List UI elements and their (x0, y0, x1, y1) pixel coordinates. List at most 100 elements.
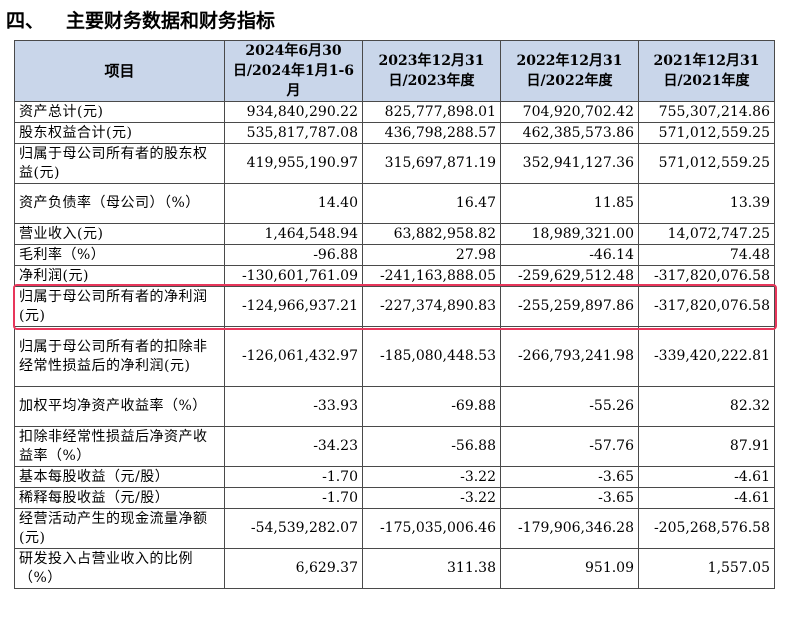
row-label: 营业收入(元) (14, 223, 225, 245)
table-row: 营业收入(元) 1,464,548.94 63,882,958.82 18,989,3… (14, 223, 775, 245)
row-value: 14,072,747.25 (638, 223, 775, 245)
table-row: 加权平均净资产收益率（%） -33.93 -69.88 -55.26 82.32 (14, 386, 775, 427)
row-label: 稀释每股收益（元/股） (14, 487, 225, 509)
row-value: 82.32 (638, 386, 775, 427)
row-value: -241,163,888.05 (362, 265, 501, 287)
row-value: 704,920,702.42 (500, 101, 639, 123)
row-value: 951.09 (500, 548, 639, 589)
row-value: -317,820,076.58 (638, 265, 775, 287)
section-title: 主要财务数据和财务指标 (66, 9, 276, 32)
table-row: 归属于母公司所有者的扣除非经常性损益后的净利润(元) -126,061,432.9… (14, 326, 775, 387)
row-value: -69.88 (362, 386, 501, 427)
row-value: -3.65 (500, 487, 639, 509)
row-value: -317,820,076.58 (638, 286, 775, 327)
row-value: 13.39 (638, 183, 775, 224)
table-header-row: 项目 2024年6月30日/2024年1月1-6月 2023年12月31日/20… (14, 40, 775, 102)
row-value: 11.85 (500, 183, 639, 224)
column-header-2022: 2022年12月31日/2022年度 (500, 40, 639, 102)
row-value: -4.61 (638, 487, 775, 509)
row-label: 加权平均净资产收益率（%） (14, 386, 225, 427)
row-value: 63,882,958.82 (362, 223, 501, 245)
row-value: -1.70 (224, 487, 363, 509)
row-label: 归属于母公司所有者的股东权益(元) (14, 143, 225, 184)
column-header-item: 项目 (14, 40, 225, 102)
row-value: -130,601,761.09 (224, 265, 363, 287)
row-value: 74.48 (638, 244, 775, 266)
row-value: -266,793,241.98 (500, 326, 639, 387)
row-value: -227,374,890.83 (362, 286, 501, 327)
row-value: -255,259,897.86 (500, 286, 639, 327)
table-row: 稀释每股收益（元/股） -1.70 -3.22 -3.65 -4.61 (14, 487, 775, 509)
row-value: -259,629,512.48 (500, 265, 639, 287)
row-value: -205,268,576.58 (638, 508, 775, 549)
section-heading: 四、 主要财务数据和财务指标 (6, 4, 275, 34)
column-header-2024h1: 2024年6月30日/2024年1月1-6月 (224, 40, 363, 102)
row-value: 571,012,559.25 (638, 143, 775, 184)
table-row: 毛利率（%） -96.88 27.98 -46.14 74.48 (14, 244, 775, 266)
row-value: 436,798,288.57 (362, 122, 501, 144)
row-label: 研发投入占营业收入的比例（%） (14, 548, 225, 589)
row-value: -46.14 (500, 244, 639, 266)
row-label: 归属于母公司所有者的净利润(元) (14, 286, 225, 327)
row-value: 27.98 (362, 244, 501, 266)
row-value: 535,817,787.08 (224, 122, 363, 144)
row-value: 755,307,214.86 (638, 101, 775, 123)
table-row: 经营活动产生的现金流量净额(元) -54,539,282.07 -175,035,0… (14, 508, 775, 549)
row-value: -1.70 (224, 466, 363, 488)
row-value: -179,906,346.28 (500, 508, 639, 549)
row-label: 毛利率（%） (14, 244, 225, 266)
row-value: 1,557.05 (638, 548, 775, 589)
row-value: -56.88 (362, 426, 501, 467)
row-value: 87.91 (638, 426, 775, 467)
row-value: -33.93 (224, 386, 363, 427)
table-row: 资产负债率（母公司）（%） 14.40 16.47 11.85 13.39 (14, 183, 775, 224)
table-row: 基本每股收益（元/股） -1.70 -3.22 -3.65 -4.61 (14, 466, 775, 488)
table-row: 净利润(元) -130,601,761.09 -241,163,888.05 -259… (14, 265, 775, 287)
row-value: -3.22 (362, 487, 501, 509)
row-value: -124,966,937.21 (224, 286, 363, 327)
row-label: 资产总计(元) (14, 101, 225, 123)
table-row: 扣除非经常性损益后净资产收益率（%） -34.23 -56.88 -57.76 87.9… (14, 426, 775, 467)
row-label: 归属于母公司所有者的扣除非经常性损益后的净利润(元) (14, 326, 225, 387)
row-value: 1,464,548.94 (224, 223, 363, 245)
row-value: 16.47 (362, 183, 501, 224)
row-value: 311.38 (362, 548, 501, 589)
row-value: 571,012,559.25 (638, 122, 775, 144)
column-header-2023: 2023年12月31日/2023年度 (362, 40, 501, 102)
row-value: 315,697,871.19 (362, 143, 501, 184)
table-row: 股东权益合计(元) 535,817,787.08 436,798,288.57 462… (14, 122, 775, 144)
row-value: -126,061,432.97 (224, 326, 363, 387)
row-label: 基本每股收益（元/股） (14, 466, 225, 488)
row-value: -175,035,006.46 (362, 508, 501, 549)
table-row: 研发投入占营业收入的比例（%） 6,629.37 311.38 951.09 1,557… (14, 548, 775, 589)
row-value: 6,629.37 (224, 548, 363, 589)
row-value: -3.22 (362, 466, 501, 488)
row-label: 资产负债率（母公司）（%） (14, 183, 225, 224)
row-value: 419,955,190.97 (224, 143, 363, 184)
row-value: 18,989,321.00 (500, 223, 639, 245)
row-label: 扣除非经常性损益后净资产收益率（%） (14, 426, 225, 467)
row-label: 经营活动产生的现金流量净额(元) (14, 508, 225, 549)
row-value: 462,385,573.86 (500, 122, 639, 144)
row-label: 股东权益合计(元) (14, 122, 225, 144)
section-number: 四、 (6, 9, 45, 32)
financial-indicators-table: 项目 2024年6月30日/2024年1月1-6月 2023年12月31日/20… (14, 40, 775, 589)
row-value: -3.65 (500, 466, 639, 488)
row-value: -96.88 (224, 244, 363, 266)
row-value: -4.61 (638, 466, 775, 488)
table-row: 资产总计(元) 934,840,290.22 825,777,898.01 704,9… (14, 101, 775, 123)
row-value: 825,777,898.01 (362, 101, 501, 123)
column-header-2021: 2021年12月31日/2021年度 (638, 40, 775, 102)
row-value: 352,941,127.36 (500, 143, 639, 184)
table-row: 归属于母公司所有者的股东权益(元) 419,955,190.97 315,697,8… (14, 143, 775, 184)
row-value: 934,840,290.22 (224, 101, 363, 123)
row-value: 14.40 (224, 183, 363, 224)
row-value: -54,539,282.07 (224, 508, 363, 549)
row-label: 净利润(元) (14, 265, 225, 287)
table-row: 归属于母公司所有者的净利润(元) -124,966,937.21 -227,374,… (14, 286, 775, 327)
row-value: -185,080,448.53 (362, 326, 501, 387)
row-value: -57.76 (500, 426, 639, 467)
row-value: -339,420,222.81 (638, 326, 775, 387)
row-value: -34.23 (224, 426, 363, 467)
row-value: -55.26 (500, 386, 639, 427)
